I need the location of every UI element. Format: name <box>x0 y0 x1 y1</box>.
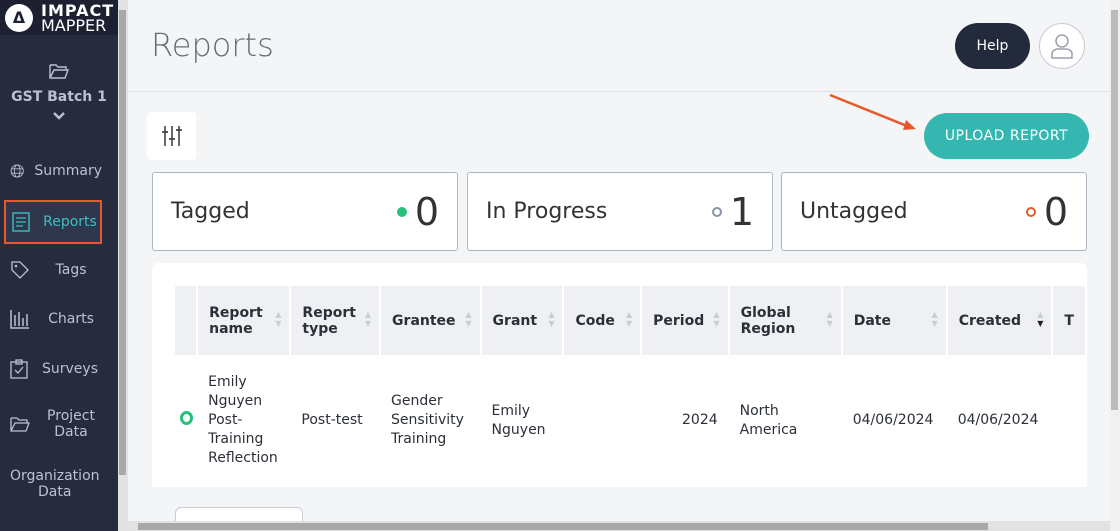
clipboard-check-icon <box>10 359 28 379</box>
status-dot-icon <box>1025 206 1036 217</box>
sidebar-item-organization-data[interactable]: Organization Data <box>0 462 100 506</box>
region-cell: North America <box>739 402 798 438</box>
sort-icon: ▲ ▼ <box>364 310 372 328</box>
help-button[interactable]: Help <box>955 23 1030 69</box>
column-header[interactable]: T <box>1052 286 1087 355</box>
batch-name: GST Batch 1 <box>11 89 107 105</box>
code-cell <box>563 355 641 486</box>
report-name-cell[interactable]: Emily Nguyen Post-Training Reflection <box>208 374 278 466</box>
logo-line2: MAPPER <box>41 15 107 35</box>
sort-icon: ▲ ▼ <box>275 310 282 328</box>
filter-button[interactable] <box>147 112 196 160</box>
column-header[interactable]: Created ▲ ▼ <box>946 286 1054 355</box>
arrow-annotation <box>829 93 916 130</box>
sidebar: Δ IMPACT MAPPER GST Batch 1 Summary Repor… <box>0 0 118 531</box>
table-row[interactable]: Emily Nguyen Post-Training Reflection Po… <box>175 355 1086 486</box>
sidebar-item-surveys[interactable]: Surveys <box>4 347 102 391</box>
card-label: In Progress <box>486 199 608 224</box>
sidebar-item-label: Organization Data <box>10 468 100 500</box>
column-header[interactable]: Global Region ▲ ▼ <box>728 286 843 355</box>
column-header[interactable]: Report type ▲ ▼ <box>290 286 382 355</box>
tag-icon <box>11 261 29 279</box>
bar-chart-icon <box>10 310 29 329</box>
card-count: 1 <box>729 189 754 234</box>
date-cell: 04/06/2024 <box>852 412 934 428</box>
page-scrollbar[interactable] <box>1110 0 1120 531</box>
column-header[interactable]: Period ▲ ▼ <box>641 286 730 355</box>
sidebar-item-charts[interactable]: Charts <box>4 297 102 341</box>
card-count: 0 <box>414 189 439 234</box>
report-type-cell: Post-test <box>301 412 363 428</box>
sort-icon: ▲ ▼ <box>1037 310 1044 328</box>
logo[interactable]: Δ IMPACT MAPPER <box>0 0 118 35</box>
sidebar-item-label: Summary <box>34 163 102 179</box>
user-icon <box>1051 34 1073 59</box>
sidebar-item-tags[interactable]: Tags <box>4 248 102 292</box>
sidebar-item-project-data[interactable]: Project Data <box>4 402 102 446</box>
status-dot-icon <box>396 206 407 217</box>
grantee-cell: Gender Sensitivity Training <box>391 393 464 447</box>
period-cell: 2024 <box>682 412 718 428</box>
card-label: Tagged <box>171 199 250 224</box>
sort-icon: ▲ ▼ <box>931 310 938 328</box>
column-header[interactable]: Grantee ▲ ▼ <box>380 286 482 355</box>
sidebar-item-label: Surveys <box>42 361 98 377</box>
logo-icon: Δ <box>5 3 33 32</box>
page-title: Reports <box>151 26 274 64</box>
grant-cell: Emily Nguyen <box>491 402 546 438</box>
sidebar-scrollbar[interactable] <box>118 0 128 531</box>
sort-icon: ▲ ▼ <box>548 310 555 328</box>
sliders-icon <box>161 126 182 146</box>
folder-icon <box>10 417 30 432</box>
main-content: Reports Help UPLOAD REPORT Tagged 0 In Pr… <box>128 0 1120 531</box>
chevron-down-icon <box>53 112 65 120</box>
sidebar-item-label: Charts <box>48 311 94 327</box>
card-label: Untagged <box>800 199 908 224</box>
sidebar-item-summary[interactable]: Summary <box>4 149 102 193</box>
truncated-cell <box>1052 355 1086 486</box>
sort-icon: ▲ ▼ <box>625 310 633 328</box>
untagged-card[interactable]: Untagged 0 <box>781 172 1087 251</box>
sidebar-item-label: Reports <box>43 214 97 230</box>
document-icon <box>12 212 30 232</box>
column-header[interactable]: Grant ▲ ▼ <box>480 286 565 355</box>
upload-report-button[interactable]: UPLOAD REPORT <box>924 113 1089 159</box>
status-dot-icon <box>711 206 722 217</box>
created-cell: 04/06/2024 <box>957 412 1039 428</box>
column-header[interactable]: Report name ▲ ▼ <box>197 286 292 355</box>
tagged-card[interactable]: Tagged 0 <box>152 172 458 251</box>
logo-line1: IMPACT <box>41 0 115 20</box>
sort-icon: ▲ ▼ <box>826 310 833 328</box>
column-header[interactable]: Code ▲ ▼ <box>563 286 643 355</box>
in-progress-status-icon <box>180 410 193 425</box>
reports-table: Report name ▲ ▼ Report type ▲ ▼ Grantee ▲ ▼ Gr… <box>175 286 1087 486</box>
card-count: 0 <box>1043 189 1068 234</box>
globe-icon <box>10 164 24 178</box>
reports-table-container: Report name ▲ ▼ Report type ▲ ▼ Grantee ▲ ▼ Gr… <box>152 263 1087 531</box>
batch-selector[interactable]: GST Batch 1 <box>0 35 118 125</box>
horizontal-scrollbar[interactable] <box>128 521 1110 531</box>
sidebar-item-reports[interactable]: Reports <box>4 200 102 244</box>
status-cell <box>175 355 197 486</box>
in-progress-card[interactable]: In Progress 1 <box>467 172 773 251</box>
sort-icon: ▲ ▼ <box>713 310 720 328</box>
folder-open-icon <box>49 64 70 79</box>
column-header[interactable]: Date ▲ ▼ <box>841 286 948 355</box>
sort-icon: ▲ ▼ <box>465 310 472 328</box>
user-avatar[interactable] <box>1039 23 1085 69</box>
sidebar-item-label: Project Data <box>47 408 95 440</box>
status-column <box>175 286 199 355</box>
header: Reports Help <box>128 0 1120 92</box>
sidebar-item-label: Tags <box>55 262 87 278</box>
